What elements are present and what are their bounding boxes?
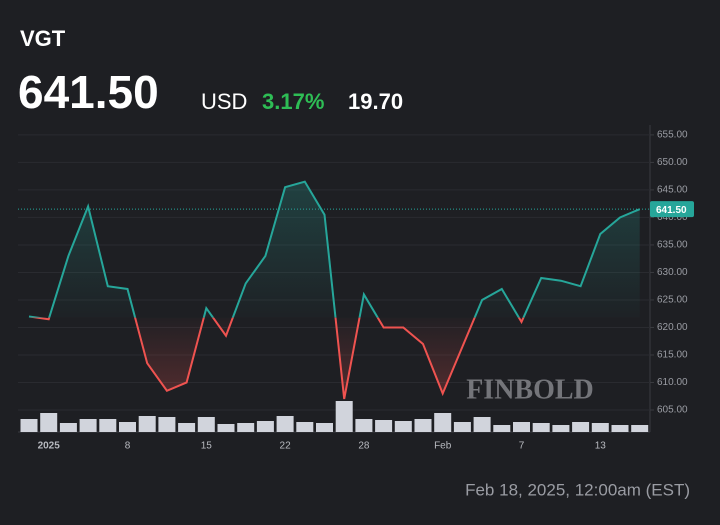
y-tick-label: 650.00 [657, 157, 688, 168]
volume-bar [591, 423, 609, 432]
volume-bar [434, 413, 452, 432]
y-tick-label: 655.00 [657, 130, 688, 141]
y-tick-label: 615.00 [657, 350, 688, 361]
volume-bar [276, 416, 294, 432]
volume-bar [158, 417, 176, 432]
volume-bar [256, 421, 274, 432]
change-pct: 3.17% [262, 89, 324, 114]
y-tick-label: 610.00 [657, 377, 688, 388]
last-price-label: 641.50 [656, 205, 687, 216]
volume-bar [237, 423, 255, 432]
price-line-up [28, 180, 641, 318]
x-tick-label: Feb [434, 441, 452, 452]
x-tick-label: 15 [201, 441, 213, 452]
x-tick-label: 7 [519, 441, 525, 452]
y-tick-label: 645.00 [657, 185, 688, 196]
y-tick-label: 605.00 [657, 405, 688, 416]
x-tick-label: 8 [125, 441, 131, 452]
volume-bar [394, 421, 412, 432]
volume-bar [119, 422, 136, 432]
volume-bar [197, 417, 215, 432]
volume-bar [79, 419, 97, 432]
x-tick-label: 28 [358, 441, 370, 452]
volume-bar [611, 425, 629, 432]
currency: USD [201, 89, 247, 114]
watermark: FINBOLD [466, 374, 594, 405]
volume-bar [20, 419, 38, 432]
volume-bar [414, 419, 432, 432]
price: 641.50 [18, 66, 159, 118]
volume-bar [335, 401, 353, 432]
last-price-badge [650, 201, 694, 218]
y-tick-label: 620.00 [657, 322, 688, 333]
volume-bar [217, 424, 235, 432]
volume-bar [375, 420, 393, 432]
volume-bar [552, 425, 570, 432]
area-up [29, 181, 640, 318]
x-tick-label: 22 [280, 441, 292, 452]
volume-bar [59, 423, 77, 432]
volume-bar [138, 416, 156, 432]
volume-bar [493, 425, 511, 432]
volume-bar [316, 423, 333, 432]
volume-bar [631, 425, 649, 432]
volume-bar [99, 419, 117, 432]
volume-bar [572, 422, 590, 432]
volume-bar [453, 422, 471, 432]
x-tick-label: 2025 [38, 441, 61, 452]
volume-bar [513, 422, 530, 432]
volume-bar [40, 413, 58, 432]
volume-bar [355, 419, 373, 432]
change: 19.70 [348, 89, 403, 114]
area-down [29, 317, 640, 399]
symbol: VGT [20, 26, 66, 51]
volume-bar [296, 422, 314, 432]
y-tick-label: 640.00 [657, 212, 688, 223]
y-tick-label: 635.00 [657, 240, 688, 251]
y-tick-label: 625.00 [657, 295, 688, 306]
x-tick-label: 13 [595, 441, 607, 452]
volume-bar [473, 417, 491, 432]
volume-bar [178, 423, 196, 432]
y-tick-label: 630.00 [657, 267, 688, 278]
timestamp: Feb 18, 2025, 12:00am (EST) [465, 480, 690, 499]
volume-bar [532, 423, 550, 432]
